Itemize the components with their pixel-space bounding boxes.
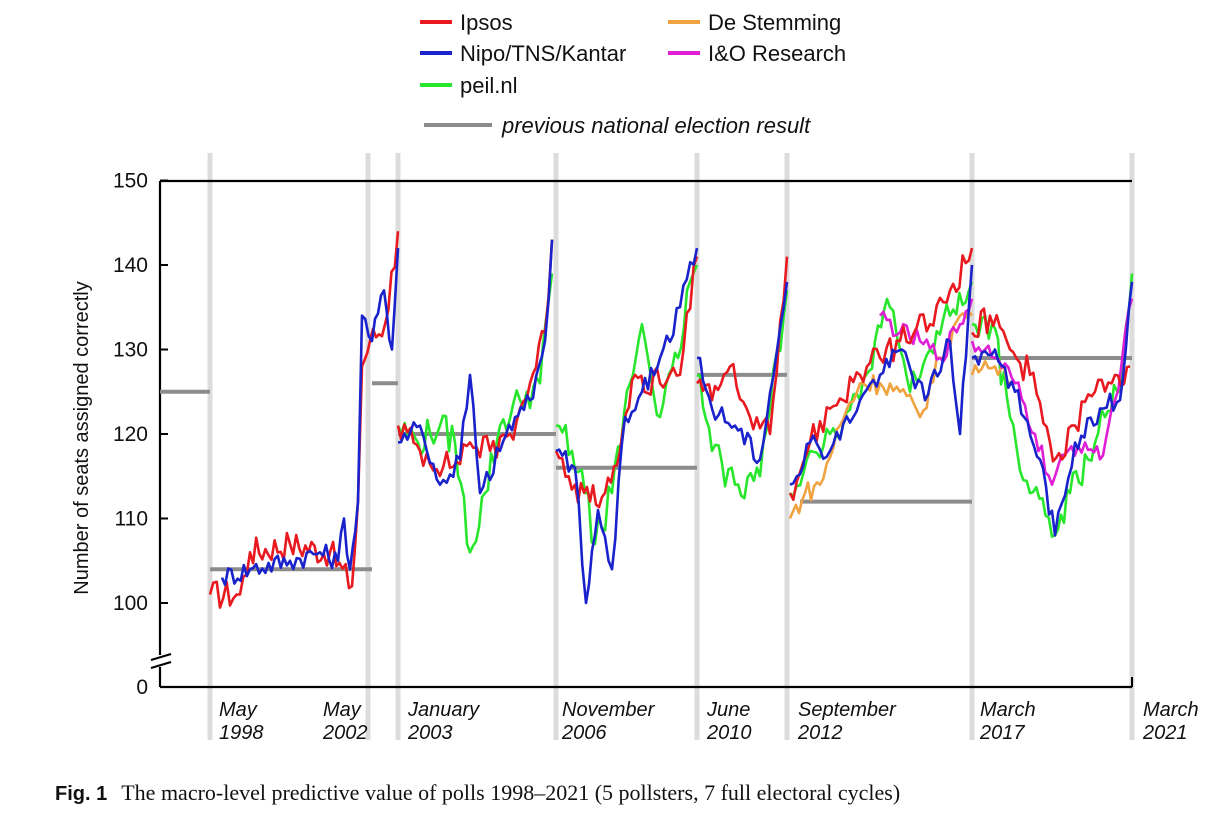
series-line-i-o-research	[879, 298, 974, 363]
y-axis: 150 140 130 120 110 100 0	[113, 170, 168, 699]
x-axis: May 1998 May 2002 January 2003 November 2006 Jun…	[219, 699, 1199, 744]
legend: Ipsos Nipo/TNS/Kantar peil.nl De Stemming I&…	[420, 10, 846, 138]
legend-label-1: Nipo/TNS/Kantar	[460, 41, 626, 66]
series-line-nipo-tns-kantar	[220, 248, 400, 587]
x-tick-label: March 2017	[979, 699, 1036, 744]
legend-label-4: I&O Research	[708, 41, 846, 66]
y-axis-label: Number of seats assigned correctly	[71, 281, 93, 594]
series-line-nipo-tns-kantar	[789, 264, 974, 486]
line-chart: Ipsos Nipo/TNS/Kantar peil.nl De Stemming I&…	[71, 10, 1199, 744]
caption-text: The macro-level predictive value of poll…	[121, 780, 901, 805]
series-line-peil-nl	[555, 264, 699, 546]
y-tick-label: 150	[113, 170, 148, 193]
series-line-nipo-tns-kantar	[971, 281, 1134, 537]
series-line-nipo-tns-kantar	[397, 239, 554, 495]
legend-label-3: De Stemming	[708, 10, 841, 35]
legend-label-0: Ipsos	[460, 10, 513, 35]
series-line-de-stemming	[788, 310, 974, 519]
series-line-ipsos	[208, 231, 400, 609]
axis-break-mark	[150, 661, 172, 669]
previous-election-lines	[160, 355, 1132, 572]
y-tick-label: 110	[115, 508, 148, 531]
x-tick-label: June 2010	[706, 699, 752, 744]
legend-label-2: peil.nl	[460, 73, 517, 98]
y-tick-label: 100	[113, 592, 148, 615]
x-tick-label: March 2021	[1142, 699, 1199, 744]
axis-break-mark	[150, 653, 172, 661]
series-line-nipo-tns-kantar	[696, 281, 789, 465]
series-lines	[208, 231, 1134, 609]
x-tick-label: September 2012	[797, 699, 897, 744]
figure-caption: Fig. 1 The macro-level predictive value o…	[55, 780, 900, 806]
x-tick-label: January 2003	[407, 699, 480, 744]
y-tick-label: 120	[113, 423, 148, 446]
series-line-ipsos	[970, 307, 1131, 463]
y-tick-label: 130	[113, 339, 148, 362]
series-line-ipsos	[788, 247, 974, 501]
y-tick-label: 140	[113, 254, 148, 277]
x-tick-label: November 2006	[561, 699, 656, 744]
plot-frame	[150, 179, 1133, 689]
election-divider-lines	[207, 153, 1135, 740]
figure-number: Fig. 1	[55, 783, 108, 805]
x-tick-label: May 1998	[219, 699, 264, 744]
series-line-peil-nl	[696, 290, 789, 500]
legend-label-reference: previous national election result	[501, 113, 811, 138]
y-tick-label: 0	[136, 676, 148, 699]
x-tick-label: May 2002	[322, 699, 368, 744]
series-line-nipo-tns-kantar	[555, 247, 699, 605]
series-line-ipsos	[696, 256, 789, 436]
